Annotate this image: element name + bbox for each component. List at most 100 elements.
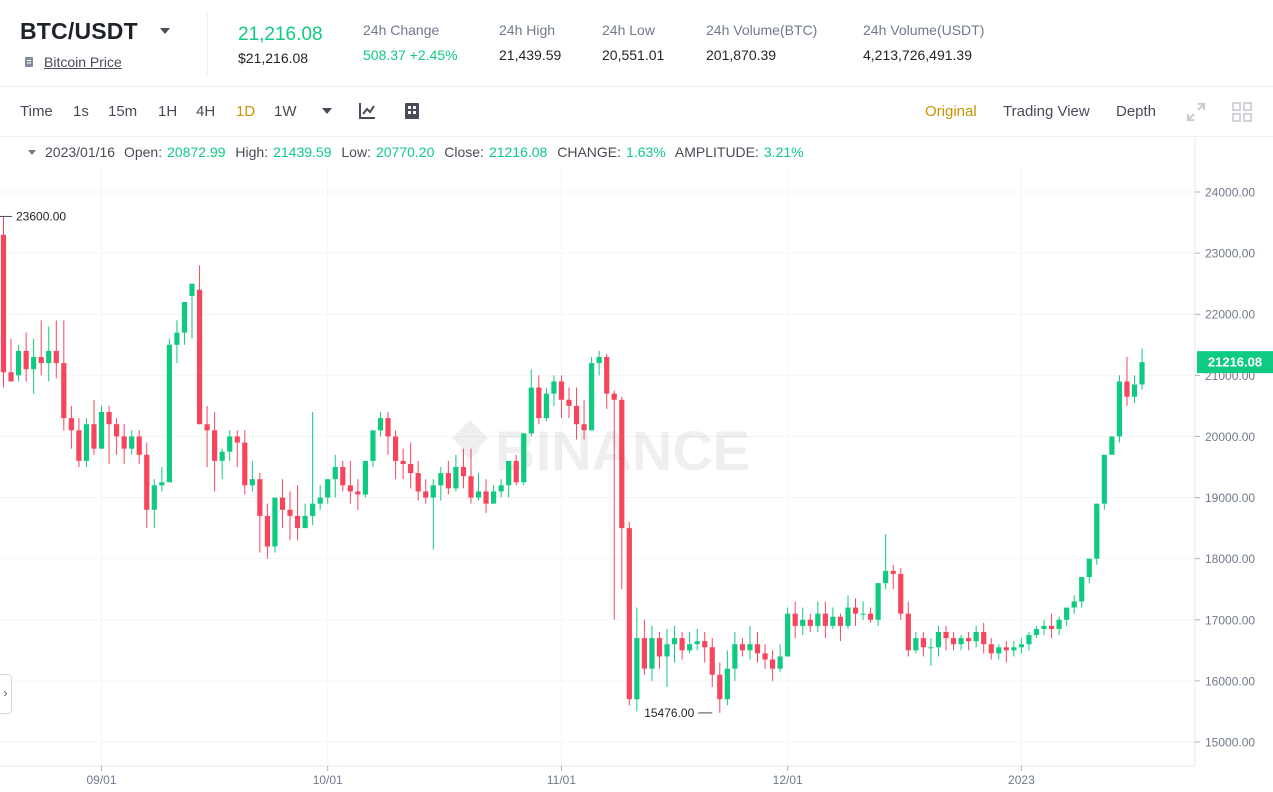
y-tick-label: 22000.00 xyxy=(1205,308,1255,322)
candle xyxy=(1109,436,1115,455)
candle-body xyxy=(792,613,798,626)
candle xyxy=(460,448,467,489)
candle-body xyxy=(38,357,44,364)
candle-body xyxy=(491,491,497,504)
candle xyxy=(581,399,587,440)
more-intervals-chevron-icon[interactable] xyxy=(322,108,332,114)
candle-body xyxy=(483,491,489,504)
candle-body xyxy=(852,607,859,614)
candle xyxy=(950,632,957,651)
candle-body xyxy=(619,399,625,529)
ohlc-date: 2023/01/16 xyxy=(45,144,116,160)
candle-body xyxy=(189,283,195,296)
candle xyxy=(317,485,323,510)
interval-1s[interactable]: 1s xyxy=(73,103,89,120)
candle-body xyxy=(717,674,723,700)
candle-body xyxy=(611,393,617,400)
candle-body xyxy=(234,436,240,443)
interval-time[interactable]: Time xyxy=(20,103,53,120)
expand-panel-chevron-icon[interactable]: › xyxy=(0,674,12,714)
market-header: BTC/USDT Bitcoin Price 21,216.08 $21,216… xyxy=(0,0,1273,87)
candle xyxy=(294,485,301,541)
view-tradingview-tab[interactable]: Trading View xyxy=(1003,103,1090,120)
candle-body xyxy=(1086,558,1092,577)
candle-body xyxy=(883,570,889,584)
binance-logo-icon xyxy=(452,420,488,460)
chevron-down-icon[interactable] xyxy=(160,28,170,34)
candle xyxy=(528,369,534,437)
candle xyxy=(1026,632,1032,651)
candle-body xyxy=(1033,628,1040,636)
view-original-tab[interactable]: Original xyxy=(925,103,977,120)
candle-body xyxy=(151,485,157,510)
candle xyxy=(664,628,670,687)
candle xyxy=(212,412,218,492)
candle-body xyxy=(1048,625,1055,629)
candle-body xyxy=(920,638,926,648)
document-icon xyxy=(25,57,33,67)
trading-pair-title[interactable]: BTC/USDT xyxy=(20,18,138,44)
candle-body xyxy=(807,619,813,626)
candle xyxy=(619,396,625,590)
candle xyxy=(905,601,911,657)
candle xyxy=(928,638,934,666)
candle-body xyxy=(61,363,67,419)
candle xyxy=(875,583,881,626)
candle-body xyxy=(294,515,301,529)
interval-1h[interactable]: 1H xyxy=(158,103,178,120)
candle xyxy=(943,625,949,651)
view-depth-tab[interactable]: Depth xyxy=(1116,103,1157,120)
candle xyxy=(1003,641,1009,663)
current-price-tag xyxy=(1197,351,1273,374)
binance-watermark: BINANCE xyxy=(452,419,750,482)
interval-1w[interactable]: 1W xyxy=(274,103,297,120)
candle xyxy=(868,607,874,623)
indicator-icon[interactable] xyxy=(358,102,376,120)
candle-body xyxy=(249,479,255,486)
candle-body xyxy=(385,418,391,437)
candle xyxy=(189,283,195,339)
candle xyxy=(68,405,74,449)
candle xyxy=(641,619,647,675)
y-tick-label: 16000.00 xyxy=(1205,674,1255,688)
candle xyxy=(785,607,791,657)
current-price-label: 21216.08 xyxy=(1208,355,1262,370)
candle-body xyxy=(521,433,527,483)
candle xyxy=(852,598,859,626)
candle-body xyxy=(287,509,293,516)
coin-info-link[interactable]: Bitcoin Price xyxy=(44,54,122,70)
candle-body xyxy=(460,467,467,477)
expand-icon[interactable] xyxy=(1186,102,1206,122)
candle xyxy=(792,601,798,639)
candle xyxy=(430,479,436,550)
candle xyxy=(732,632,738,681)
interval-1d[interactable]: 1D xyxy=(236,103,256,120)
candle-body xyxy=(943,632,949,639)
interval-4h[interactable]: 4H xyxy=(196,103,216,120)
candle xyxy=(445,460,451,495)
candle-body xyxy=(423,491,429,498)
candle-body xyxy=(1094,503,1100,559)
y-tick-label: 17000.00 xyxy=(1205,613,1255,627)
x-tick-label: 2023 xyxy=(1008,773,1035,787)
chart-settings-icon[interactable] xyxy=(404,102,420,120)
candle xyxy=(400,448,406,480)
candle xyxy=(822,601,828,639)
collapse-legend-icon[interactable] xyxy=(28,150,36,155)
candle xyxy=(1116,375,1123,443)
candle xyxy=(1124,357,1130,406)
candle-body xyxy=(91,424,97,449)
candle xyxy=(491,485,497,504)
candle xyxy=(702,632,708,663)
candle-body xyxy=(1124,381,1130,397)
candle-body xyxy=(800,619,806,626)
candle-body xyxy=(913,638,919,651)
layout-grid-icon[interactable] xyxy=(1232,102,1252,122)
candle-body xyxy=(302,515,308,529)
interval-15m[interactable]: 15m xyxy=(108,103,138,120)
candle xyxy=(890,564,896,590)
open-value: 20872.99 xyxy=(167,144,226,160)
candle xyxy=(264,503,270,559)
x-tick-label: 09/01 xyxy=(87,773,117,787)
candle xyxy=(347,460,353,504)
